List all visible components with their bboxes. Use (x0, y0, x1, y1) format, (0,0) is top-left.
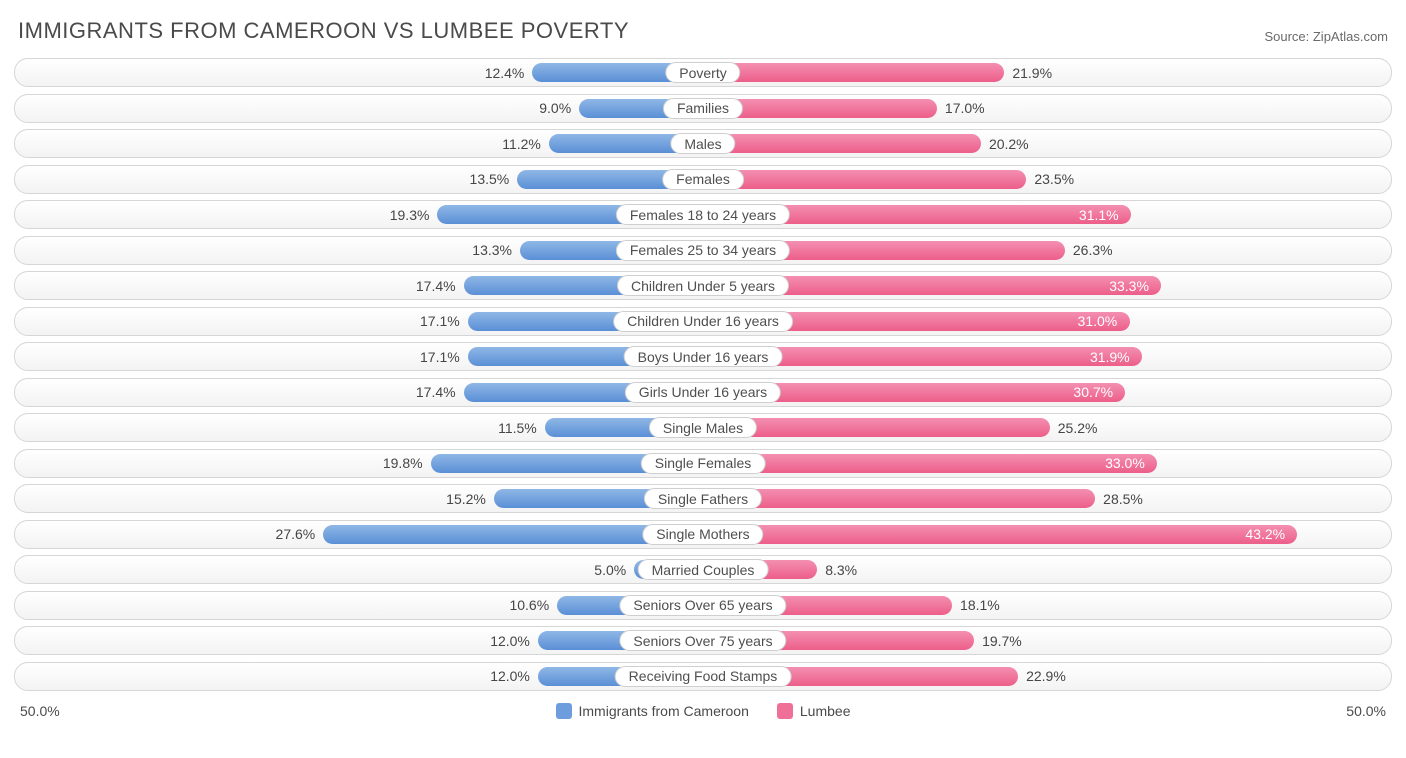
value-left: 19.8% (383, 450, 423, 477)
value-right: 8.3% (825, 556, 857, 583)
category-label: Single Females (641, 453, 766, 474)
value-right: 17.0% (945, 95, 985, 122)
axis-right-max: 50.0% (1346, 703, 1386, 719)
value-right: 31.0% (1078, 308, 1118, 335)
chart-area: 12.4% 21.9% Poverty 9.0% 17.0% Families 11.2% 2… (14, 58, 1392, 691)
bar-row: 12.4% 21.9% Poverty (14, 58, 1392, 87)
value-left: 17.1% (420, 308, 460, 335)
bar-row: 15.2% 28.5% Single Fathers (14, 484, 1392, 513)
category-label: Married Couples (638, 559, 769, 580)
chart-title: IMMIGRANTS FROM CAMEROON VS LUMBEE POVER… (18, 18, 629, 44)
axis-left-max: 50.0% (20, 703, 60, 719)
category-label: Females 18 to 24 years (616, 204, 790, 225)
bar-row: 17.1% 31.0% Children Under 16 years (14, 307, 1392, 336)
chart-source: Source: ZipAtlas.com (1264, 29, 1388, 44)
value-right: 19.7% (982, 627, 1022, 654)
value-left: 12.0% (490, 627, 530, 654)
category-label: Children Under 16 years (613, 311, 793, 332)
value-left: 9.0% (539, 95, 571, 122)
value-right: 33.3% (1109, 272, 1149, 299)
category-label: Poverty (665, 62, 740, 83)
bar-row: 9.0% 17.0% Families (14, 94, 1392, 123)
category-label: Single Mothers (642, 524, 763, 545)
bar-row: 13.3% 26.3% Females 25 to 34 years (14, 236, 1392, 265)
value-right: 33.0% (1105, 450, 1145, 477)
value-left: 12.0% (490, 663, 530, 690)
value-left: 11.5% (498, 414, 537, 441)
value-left: 11.2% (502, 130, 541, 157)
value-left: 17.1% (420, 343, 460, 370)
bar-right (703, 170, 1026, 189)
bar-row: 11.5% 25.2% Single Males (14, 413, 1392, 442)
legend-item-left: Immigrants from Cameroon (556, 703, 749, 719)
category-label: Boys Under 16 years (624, 346, 783, 367)
value-right: 20.2% (989, 130, 1029, 157)
bar-right (703, 63, 1004, 82)
bar-row: 12.0% 19.7% Seniors Over 75 years (14, 626, 1392, 655)
value-right: 30.7% (1073, 379, 1113, 406)
value-right: 31.9% (1090, 343, 1130, 370)
category-label: Seniors Over 65 years (619, 595, 786, 616)
legend-swatch-left (556, 703, 572, 719)
category-label: Girls Under 16 years (625, 382, 781, 403)
bar-row: 13.5% 23.5% Females (14, 165, 1392, 194)
value-right: 25.2% (1058, 414, 1098, 441)
category-label: Receiving Food Stamps (615, 666, 792, 687)
bar-row: 12.0% 22.9% Receiving Food Stamps (14, 662, 1392, 691)
bar-row: 17.1% 31.9% Boys Under 16 years (14, 342, 1392, 371)
category-label: Females (662, 169, 744, 190)
value-right: 43.2% (1245, 521, 1285, 548)
bar-row: 17.4% 33.3% Children Under 5 years (14, 271, 1392, 300)
value-left: 13.3% (472, 237, 512, 264)
value-left: 27.6% (276, 521, 316, 548)
bar-right (703, 134, 981, 153)
category-label: Males (670, 133, 735, 154)
chart-header: IMMIGRANTS FROM CAMEROON VS LUMBEE POVER… (14, 10, 1392, 58)
category-label: Single Fathers (644, 488, 762, 509)
legend-swatch-right (777, 703, 793, 719)
value-right: 28.5% (1103, 485, 1143, 512)
value-left: 17.4% (416, 272, 456, 299)
value-right: 23.5% (1034, 166, 1074, 193)
value-right: 26.3% (1073, 237, 1113, 264)
value-right: 21.9% (1012, 59, 1052, 86)
bar-row: 10.6% 18.1% Seniors Over 65 years (14, 591, 1392, 620)
bar-row: 17.4% 30.7% Girls Under 16 years (14, 378, 1392, 407)
category-label: Females 25 to 34 years (616, 240, 790, 261)
legend-label-right: Lumbee (800, 703, 851, 719)
value-left: 13.5% (470, 166, 510, 193)
bar-row: 11.2% 20.2% Males (14, 129, 1392, 158)
legend: Immigrants from Cameroon Lumbee (556, 703, 851, 719)
bar-right (703, 525, 1297, 544)
bar-row: 5.0% 8.3% Married Couples (14, 555, 1392, 584)
bar-row: 19.8% 33.0% Single Females (14, 449, 1392, 478)
category-label: Families (663, 98, 743, 119)
value-right: 31.1% (1079, 201, 1119, 228)
legend-item-right: Lumbee (777, 703, 851, 719)
category-label: Seniors Over 75 years (619, 630, 786, 651)
value-left: 19.3% (390, 201, 430, 228)
bar-right (703, 454, 1157, 473)
legend-label-left: Immigrants from Cameroon (579, 703, 749, 719)
value-left: 17.4% (416, 379, 456, 406)
value-left: 5.0% (594, 556, 626, 583)
value-right: 22.9% (1026, 663, 1066, 690)
category-label: Single Males (649, 417, 757, 438)
value-left: 12.4% (485, 59, 525, 86)
category-label: Children Under 5 years (617, 275, 789, 296)
bar-row: 27.6% 43.2% Single Mothers (14, 520, 1392, 549)
bar-row: 19.3% 31.1% Females 18 to 24 years (14, 200, 1392, 229)
value-right: 18.1% (960, 592, 1000, 619)
chart-footer: 50.0% Immigrants from Cameroon Lumbee 50… (14, 697, 1392, 719)
value-left: 10.6% (509, 592, 549, 619)
value-left: 15.2% (446, 485, 486, 512)
